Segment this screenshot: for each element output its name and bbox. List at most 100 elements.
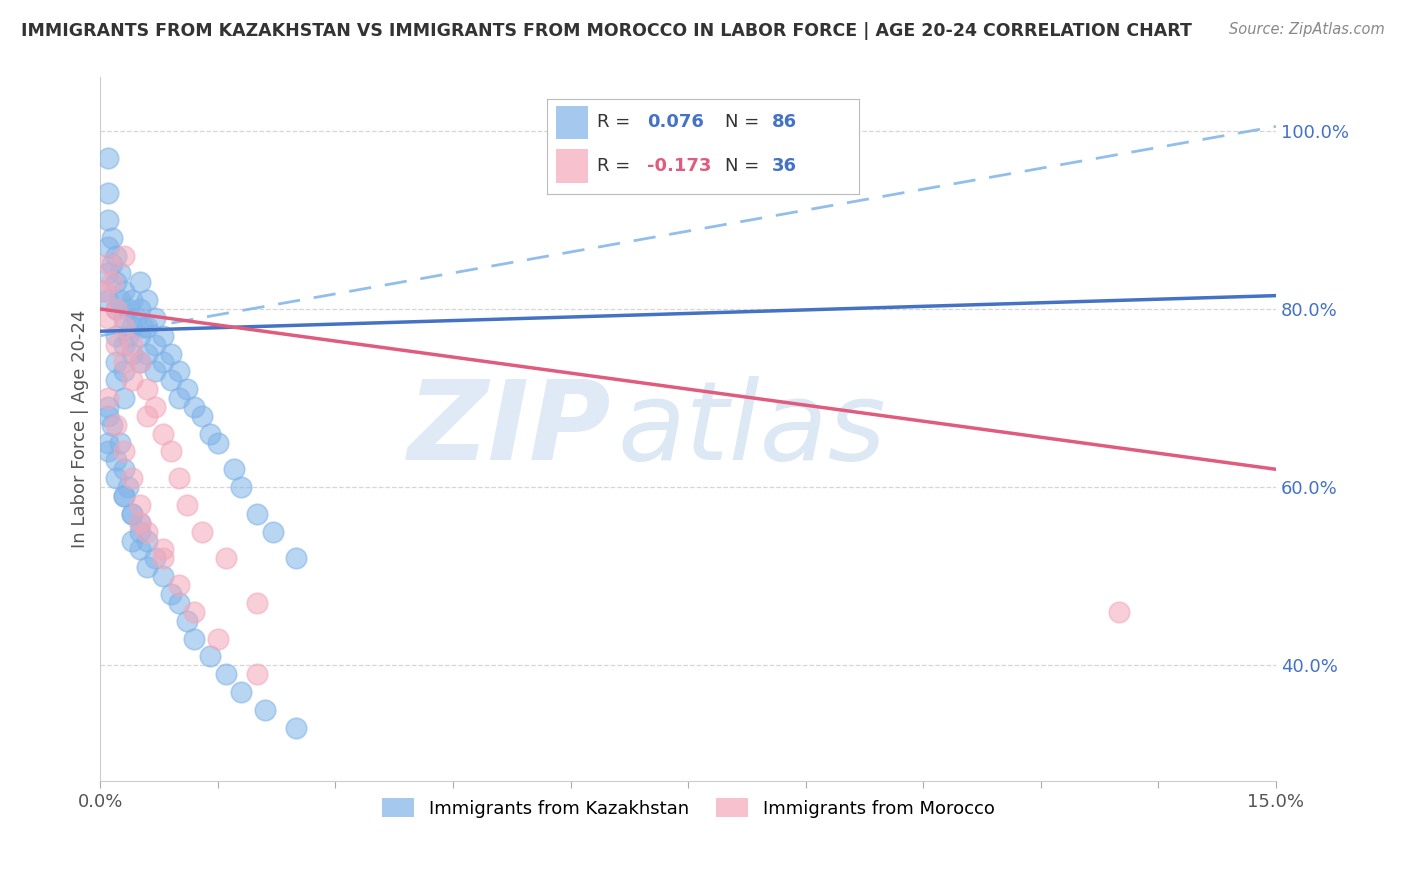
Point — [112, 310, 135, 325]
Point — [143, 337, 166, 351]
Point — [152, 551, 174, 566]
Point — [152, 542, 174, 557]
Point — [93, 284, 115, 298]
Point — [105, 248, 128, 262]
Point — [143, 551, 166, 566]
Point — [198, 649, 221, 664]
Point — [105, 301, 128, 316]
Point — [191, 524, 214, 539]
Point — [97, 240, 120, 254]
Point — [112, 489, 135, 503]
Point — [246, 507, 269, 521]
Point — [262, 524, 284, 539]
Point — [121, 533, 143, 548]
Point — [112, 364, 135, 378]
Point — [93, 284, 115, 298]
Point — [136, 346, 159, 360]
Point — [101, 417, 124, 432]
Point — [183, 632, 205, 646]
Point — [132, 319, 155, 334]
Point — [253, 703, 276, 717]
Point — [105, 471, 128, 485]
Point — [285, 721, 308, 735]
Point — [97, 213, 120, 227]
Point — [108, 266, 131, 280]
Point — [183, 400, 205, 414]
Text: atlas: atlas — [617, 376, 886, 483]
Point — [121, 507, 143, 521]
Point — [112, 355, 135, 369]
Point — [167, 471, 190, 485]
Text: Source: ZipAtlas.com: Source: ZipAtlas.com — [1229, 22, 1385, 37]
Point — [101, 257, 124, 271]
Point — [183, 605, 205, 619]
Point — [101, 231, 124, 245]
Point — [167, 578, 190, 592]
Point — [117, 301, 139, 316]
Point — [105, 453, 128, 467]
Point — [121, 471, 143, 485]
Point — [112, 462, 135, 476]
Point — [128, 542, 150, 557]
Point — [198, 426, 221, 441]
Text: ZIP: ZIP — [408, 376, 612, 483]
Point — [105, 417, 128, 432]
Point — [128, 524, 150, 539]
Point — [1108, 605, 1130, 619]
Point — [246, 667, 269, 681]
Point — [97, 444, 120, 458]
Point — [121, 507, 143, 521]
Point — [128, 516, 150, 530]
Point — [128, 275, 150, 289]
Y-axis label: In Labor Force | Age 20-24: In Labor Force | Age 20-24 — [72, 310, 89, 549]
Point — [112, 319, 135, 334]
Point — [112, 444, 135, 458]
Point — [97, 409, 120, 423]
Point — [112, 337, 135, 351]
Point — [105, 301, 128, 316]
Point — [117, 480, 139, 494]
Point — [176, 614, 198, 628]
Point — [152, 355, 174, 369]
Point — [167, 364, 190, 378]
Point — [97, 391, 120, 405]
Point — [176, 498, 198, 512]
Point — [97, 400, 120, 414]
Point — [124, 310, 146, 325]
Point — [121, 346, 143, 360]
Point — [97, 266, 120, 280]
Point — [207, 632, 229, 646]
Point — [105, 275, 128, 289]
Point — [105, 337, 128, 351]
Point — [105, 328, 128, 343]
Point — [167, 596, 190, 610]
Point — [112, 248, 135, 262]
Point — [215, 551, 238, 566]
Point — [143, 310, 166, 325]
Point — [105, 373, 128, 387]
Point — [112, 391, 135, 405]
Point — [101, 275, 124, 289]
Point — [160, 587, 183, 601]
Point — [112, 489, 135, 503]
Point — [128, 516, 150, 530]
Point — [136, 319, 159, 334]
Point — [97, 310, 120, 325]
Point — [207, 435, 229, 450]
Point — [143, 400, 166, 414]
Point — [105, 355, 128, 369]
Point — [231, 685, 253, 699]
Point — [136, 560, 159, 574]
Point — [152, 328, 174, 343]
Point — [136, 533, 159, 548]
Point — [121, 337, 143, 351]
Point — [97, 435, 120, 450]
Point — [97, 293, 120, 307]
Point — [215, 667, 238, 681]
Point — [246, 596, 269, 610]
Point — [108, 435, 131, 450]
Point — [231, 480, 253, 494]
Point — [136, 409, 159, 423]
Point — [136, 382, 159, 396]
Point — [112, 284, 135, 298]
